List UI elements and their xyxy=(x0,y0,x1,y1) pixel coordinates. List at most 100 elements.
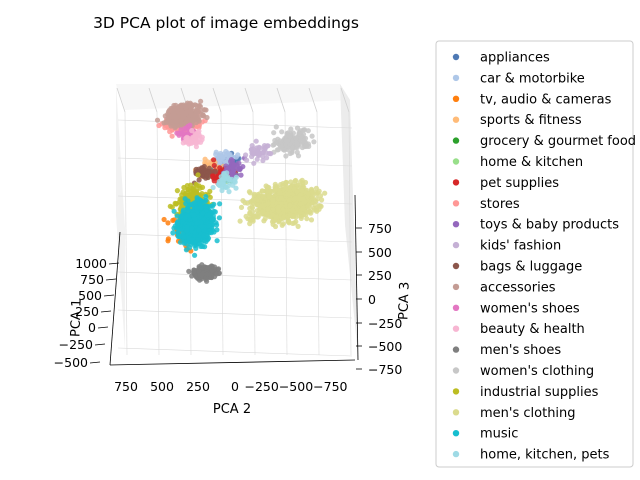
scatter-point xyxy=(223,184,229,191)
legend-item: beauty & health xyxy=(452,322,585,337)
scatter-point xyxy=(179,213,185,219)
scatter-point xyxy=(190,191,196,197)
legend-marker xyxy=(452,179,460,186)
legend-items: appliances car & motorbike tv, audio & cam… xyxy=(452,51,636,463)
grid-line xyxy=(124,111,128,356)
y-tick-label: −250−500−750 xyxy=(245,379,348,394)
scatter-point xyxy=(247,205,253,211)
scatter-point xyxy=(169,133,175,139)
grid-line xyxy=(316,111,320,356)
scatter-point xyxy=(285,132,291,138)
legend-label: accessories xyxy=(480,280,556,295)
scatter-point xyxy=(265,201,271,207)
scatter-point xyxy=(311,139,317,145)
scatter-point xyxy=(299,139,305,145)
scatter-point xyxy=(173,114,179,120)
legend-marker xyxy=(452,283,460,291)
legend-item: industrial supplies xyxy=(452,385,599,400)
scatter-point xyxy=(282,185,289,191)
z-tick-label: −500 xyxy=(368,339,402,354)
scatter-point xyxy=(180,140,186,146)
legend-label: men's clothing xyxy=(480,406,576,421)
x-tick-mark xyxy=(105,278,117,281)
scatter-point xyxy=(313,185,319,191)
scatter-point xyxy=(322,190,328,196)
scatter-point xyxy=(276,204,282,210)
scatter-point xyxy=(197,272,203,278)
legend-item: stores xyxy=(452,197,520,212)
grid-line xyxy=(148,87,158,113)
scatter-point xyxy=(170,230,176,236)
legend-label: pet supplies xyxy=(480,176,559,191)
scatter-point xyxy=(280,207,286,213)
scatter-point xyxy=(251,191,258,197)
legend-item: grocery & gourmet food xyxy=(452,134,636,149)
scatter-point xyxy=(304,216,310,222)
x-tick-mark xyxy=(100,310,112,313)
grid-line xyxy=(244,87,254,113)
x-tick-mark xyxy=(103,294,115,297)
scatter-point xyxy=(193,140,199,146)
chart-title: 3D PCA plot of image embeddings xyxy=(93,14,359,32)
legend-marker xyxy=(452,95,460,103)
legend-marker xyxy=(452,137,460,144)
scatter-point xyxy=(223,163,229,169)
scatter-point xyxy=(299,144,305,151)
x-tick-label: 500 xyxy=(78,288,102,303)
legend-marker xyxy=(452,262,460,270)
scatter-point xyxy=(287,202,293,209)
scatter-point xyxy=(259,203,265,209)
scatter-point xyxy=(270,221,276,227)
scatter-point xyxy=(174,213,180,219)
scatter-point xyxy=(211,162,217,169)
scatter-point xyxy=(319,197,325,203)
legend-label: kids' fashion xyxy=(480,239,561,254)
scatter-points xyxy=(154,98,328,284)
scatter-point xyxy=(317,193,324,199)
legend-marker xyxy=(452,241,460,249)
scatter-point xyxy=(199,134,205,140)
scatter-point xyxy=(303,212,309,218)
scatter-point xyxy=(265,189,272,195)
scatter-point xyxy=(206,264,212,270)
grid-line xyxy=(212,87,222,113)
legend-label: grocery & gourmet food xyxy=(480,134,636,149)
scatter-point xyxy=(180,189,186,195)
x-tick-label: −500 xyxy=(54,355,88,370)
scatter-point xyxy=(165,220,171,226)
legend-label: home & kitchen xyxy=(480,155,583,170)
scatter-point xyxy=(278,144,284,150)
scatter-point xyxy=(255,214,261,220)
scatter-point xyxy=(247,210,253,216)
scatter-point xyxy=(257,191,263,197)
scatter-point xyxy=(189,117,195,123)
axes-3d xyxy=(109,84,359,366)
legend-item: women's shoes xyxy=(452,301,580,316)
scatter-point xyxy=(212,169,218,175)
scatter-point xyxy=(254,208,260,214)
scatter-point xyxy=(216,160,222,166)
scatter-point xyxy=(186,268,192,274)
series-men-s-shoes xyxy=(186,262,222,284)
legend-marker xyxy=(452,325,460,332)
scatter-point xyxy=(260,209,266,215)
legend-item: bags & luggage xyxy=(452,260,582,275)
scatter-point xyxy=(174,119,180,125)
scatter-point xyxy=(290,207,296,213)
scatter-point xyxy=(193,111,200,117)
scatter-point xyxy=(193,245,199,251)
grid-line xyxy=(117,347,353,357)
scatter-point xyxy=(175,220,181,227)
z-tick-label: −250 xyxy=(368,316,402,331)
scatter-point xyxy=(278,182,284,188)
scatter-point xyxy=(296,131,302,137)
scatter-point xyxy=(288,179,294,185)
scatter-point xyxy=(296,213,303,219)
scatter-point xyxy=(215,266,222,272)
scatter-point xyxy=(194,205,200,211)
scatter-point xyxy=(243,152,249,158)
grid-line xyxy=(220,111,224,356)
scatter-point xyxy=(213,149,219,155)
scatter-point xyxy=(287,184,293,190)
